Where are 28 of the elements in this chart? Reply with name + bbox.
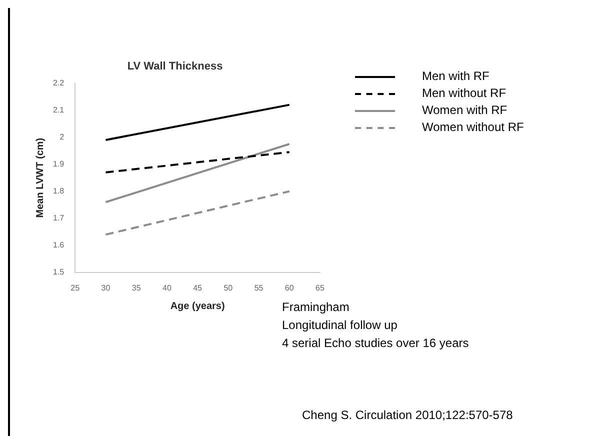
y-tick-label: 1.5	[52, 268, 65, 277]
y-tick-label: 2.1	[52, 105, 65, 114]
y-tick-label: 1.9	[52, 159, 65, 168]
text: Framingham	[282, 299, 350, 316]
y-tick-label: 1.8	[52, 186, 65, 196]
chart-title: LV Wall Thickness	[127, 60, 223, 73]
y-tick-label: 1.6	[52, 240, 65, 250]
y-tick-label: 1.7	[52, 214, 65, 223]
legend-label: Men with RF	[422, 68, 490, 85]
text: 4 serial Echo studies over 16 years	[282, 335, 469, 352]
x-axis-title: Age (years)	[170, 300, 225, 312]
y-tick-label: 2.2	[52, 78, 65, 88]
text: Longitudinal follow up	[282, 317, 398, 334]
legend-label: Women without RF	[422, 119, 524, 136]
x-tick-label: 30	[101, 283, 111, 292]
legend-label: Men without RF	[422, 85, 506, 102]
x-tick-label: 35	[132, 283, 142, 292]
y-axis-title: Mean LVWT (cm)	[34, 138, 46, 218]
legend-label: Women with RF	[422, 102, 508, 119]
text: Cheng S. Circulation 2010;122:570-578	[302, 408, 513, 422]
x-tick-label: 65	[316, 283, 325, 292]
x-tick-label: 25	[70, 283, 80, 292]
x-tick-label: 55	[254, 283, 264, 292]
x-tick-label: 50	[224, 283, 234, 292]
x-tick-label: 60	[284, 283, 294, 292]
y-tick-label: 2	[60, 132, 65, 142]
x-tick-label: 40	[162, 283, 172, 292]
x-tick-label: 45	[193, 283, 203, 292]
